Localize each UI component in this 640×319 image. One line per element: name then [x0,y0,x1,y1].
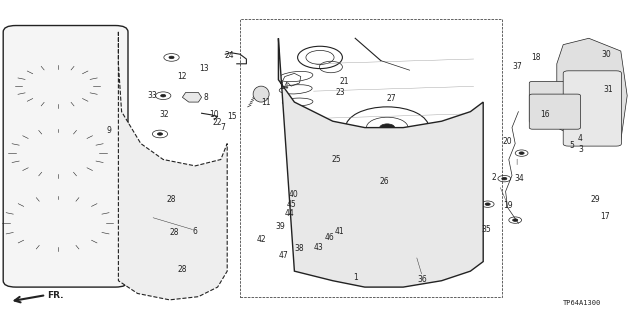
Text: 47: 47 [278,251,289,260]
FancyBboxPatch shape [529,81,577,123]
Circle shape [51,220,65,227]
Circle shape [157,133,163,135]
Text: 23: 23 [335,88,346,97]
Text: 28: 28 [178,265,187,274]
Text: 36: 36 [417,275,428,284]
Text: 8: 8 [204,93,209,102]
Text: 6: 6 [193,227,198,236]
Text: 7: 7 [220,123,225,132]
Polygon shape [557,38,627,144]
Circle shape [380,124,395,131]
Text: 35: 35 [481,225,492,234]
Text: 14: 14 [279,82,289,91]
Text: 44: 44 [284,209,294,218]
Circle shape [52,84,63,89]
Text: 25: 25 [331,155,341,164]
Text: 4: 4 [578,134,583,143]
Circle shape [502,177,507,180]
Text: 33: 33 [147,91,157,100]
FancyBboxPatch shape [529,94,580,129]
Text: 42: 42 [256,235,266,244]
PathPatch shape [118,32,227,300]
Text: 16: 16 [540,110,550,119]
Text: 40: 40 [288,190,298,199]
Text: 38: 38 [294,244,304,253]
Circle shape [485,203,490,205]
PathPatch shape [278,38,483,287]
Circle shape [169,56,174,59]
Ellipse shape [253,86,269,102]
Text: 24: 24 [224,51,234,60]
Text: 27: 27 [387,94,397,103]
Text: 5: 5 [569,141,574,150]
Circle shape [381,171,399,180]
Text: 18: 18 [532,53,541,62]
Text: 32: 32 [159,110,169,119]
Text: 2: 2 [492,173,497,182]
Text: 39: 39 [275,222,285,231]
Circle shape [513,219,518,221]
Text: 19: 19 [502,201,513,210]
Circle shape [376,226,392,234]
FancyBboxPatch shape [3,26,128,287]
Text: FR.: FR. [47,291,63,300]
Text: 29: 29 [590,195,600,204]
Text: 34: 34 [515,174,525,183]
Text: 43: 43 [314,243,324,252]
Text: 26: 26 [379,177,389,186]
Text: 22: 22 [213,118,222,127]
Text: 9: 9 [106,126,111,135]
Text: 28: 28 [167,195,176,204]
Text: 41: 41 [334,227,344,236]
Text: 1: 1 [353,273,358,282]
Text: 46: 46 [324,233,335,242]
Text: 13: 13 [198,64,209,73]
Text: 20: 20 [502,137,513,146]
Text: 21: 21 [340,77,349,86]
Text: 12: 12 [178,72,187,81]
Text: 37: 37 [512,63,522,71]
Text: 17: 17 [600,212,610,221]
Text: 45: 45 [287,200,297,209]
FancyBboxPatch shape [563,71,621,146]
Circle shape [51,150,64,156]
Text: 31: 31 [603,85,613,94]
Circle shape [519,152,524,154]
Text: 3: 3 [578,145,583,154]
Circle shape [161,94,166,97]
Text: 30: 30 [602,50,612,59]
Text: 28: 28 [170,228,179,237]
Polygon shape [182,93,202,102]
Text: 15: 15 [227,112,237,121]
Text: 11: 11 [261,98,270,107]
Text: TP64A1300: TP64A1300 [563,300,602,306]
Text: 10: 10 [209,110,220,119]
